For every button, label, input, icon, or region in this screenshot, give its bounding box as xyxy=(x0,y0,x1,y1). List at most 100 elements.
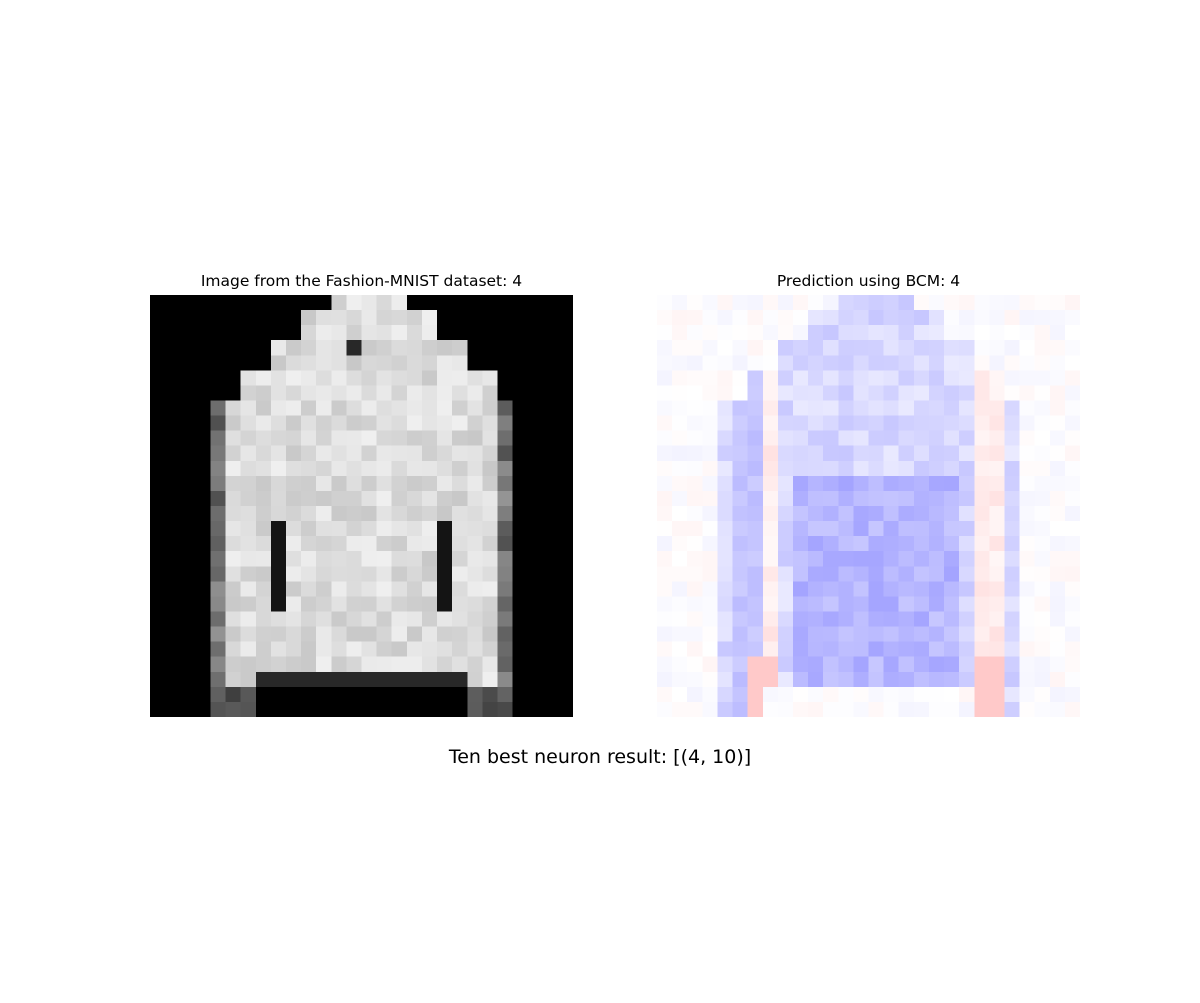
jacket-pixel xyxy=(210,641,226,657)
jacket-pixel xyxy=(391,475,407,491)
jacket-pixel xyxy=(376,310,392,326)
jacket-pixel xyxy=(240,490,256,506)
heatmap-pixel xyxy=(1064,611,1080,627)
jacket-pixel xyxy=(376,566,392,582)
heatmap-pixel xyxy=(1064,385,1080,401)
jacket-pixel xyxy=(406,460,422,476)
jacket-pixel xyxy=(361,355,377,371)
jacket-pixel xyxy=(361,415,377,431)
heatmap-pixel xyxy=(989,370,1005,386)
heatmap-pixel xyxy=(868,475,884,491)
jacket-pixel xyxy=(316,415,332,431)
jacket-pixel xyxy=(391,385,407,401)
heatmap-pixel xyxy=(792,521,809,537)
heatmap-pixel xyxy=(1049,445,1065,461)
heatmap-pixel xyxy=(868,611,884,627)
jacket-pixel xyxy=(467,566,483,582)
jacket-pixel xyxy=(346,415,362,431)
heatmap-pixel xyxy=(762,656,778,672)
jacket-pixel xyxy=(361,506,377,522)
jacket-pixel xyxy=(497,506,513,522)
heatmap-pixel xyxy=(808,295,824,311)
heatmap-pixel xyxy=(944,656,960,672)
heatmap-pixel xyxy=(1019,521,1035,537)
heatmap-pixel xyxy=(974,340,990,356)
heatmap-pixel xyxy=(959,581,975,597)
heatmap-pixel xyxy=(883,521,899,537)
jacket-pixel xyxy=(346,445,362,461)
heatmap-pixel xyxy=(702,521,718,537)
heatmap-pixel xyxy=(777,460,793,476)
heatmap-pixel xyxy=(838,551,854,567)
jacket-pixel xyxy=(391,551,407,567)
heatmap-pixel xyxy=(1004,325,1020,341)
heatmap-pixel xyxy=(717,551,733,567)
jacket-pixel xyxy=(225,490,241,506)
heatmap-pixel xyxy=(1004,521,1020,537)
jacket-pixel xyxy=(301,400,317,416)
heatmap-pixel xyxy=(717,295,733,311)
heatmap-pixel xyxy=(959,656,975,672)
heatmap-pixel xyxy=(823,701,839,717)
heatmap-pixel xyxy=(732,656,748,672)
heatmap-pixel xyxy=(1034,340,1050,356)
heatmap-pixel xyxy=(898,385,914,401)
jacket-pixel xyxy=(316,671,332,687)
heatmap-pixel xyxy=(928,566,945,582)
jacket-pixel xyxy=(376,385,392,401)
heatmap-pixel xyxy=(913,596,929,612)
jacket-pixel xyxy=(406,521,422,537)
jacket-image-icon xyxy=(210,295,513,717)
heatmap-pixel xyxy=(747,521,763,537)
heatmap-pixel xyxy=(1049,400,1065,416)
heatmap-pixel xyxy=(853,581,869,597)
jacket-pixel xyxy=(346,536,362,552)
heatmap-pixel xyxy=(672,370,688,386)
heatmap-pixel xyxy=(777,581,793,597)
heatmap-pixel xyxy=(732,340,748,356)
jacket-pixel xyxy=(270,385,286,401)
jacket-pixel xyxy=(270,566,286,582)
heatmap-pixel xyxy=(1049,686,1065,702)
jacket-pixel xyxy=(482,701,498,717)
heatmap-pixel xyxy=(913,686,929,702)
heatmap-pixel xyxy=(777,641,793,657)
heatmap-pixel xyxy=(898,295,914,311)
jacket-pixel xyxy=(270,400,286,416)
jacket-pixel xyxy=(255,385,271,401)
jacket-pixel xyxy=(421,506,438,522)
heatmap-pixel xyxy=(959,385,975,401)
heatmap-pixel xyxy=(702,566,718,582)
heatmap-pixel xyxy=(687,490,703,506)
jacket-pixel xyxy=(437,551,453,567)
heatmap-pixel xyxy=(883,295,899,311)
heatmap-pixel xyxy=(989,566,1005,582)
heatmap-pixel xyxy=(1034,400,1050,416)
heatmap-pixel xyxy=(672,445,688,461)
heatmap-pixel xyxy=(974,596,990,612)
heatmap-pixel xyxy=(989,475,1005,491)
heatmap-pixel xyxy=(868,370,884,386)
heatmap-pixel xyxy=(672,581,688,597)
heatmap-pixel xyxy=(792,641,809,657)
heatmap-pixel xyxy=(762,581,778,597)
heatmap-pixel xyxy=(702,506,718,522)
jacket-pixel xyxy=(285,506,302,522)
heatmap-pixel xyxy=(823,551,839,567)
heatmap-pixel xyxy=(974,370,990,386)
heatmap-pixel xyxy=(928,340,945,356)
jacket-pixel xyxy=(482,536,498,552)
fashion-mnist-image xyxy=(150,295,573,717)
heatmap-pixel xyxy=(762,340,778,356)
jacket-pixel xyxy=(497,536,513,552)
heatmap-pixel xyxy=(883,490,899,506)
jacket-pixel xyxy=(361,566,377,582)
heatmap-pixel xyxy=(808,611,824,627)
heatmap-pixel xyxy=(777,656,793,672)
jacket-pixel xyxy=(285,460,302,476)
heatmap-pixel xyxy=(747,310,763,326)
heatmap-pixel xyxy=(853,506,869,522)
heatmap-pixel xyxy=(913,551,929,567)
jacket-pixel xyxy=(406,415,422,431)
heatmap-pixel xyxy=(974,641,990,657)
